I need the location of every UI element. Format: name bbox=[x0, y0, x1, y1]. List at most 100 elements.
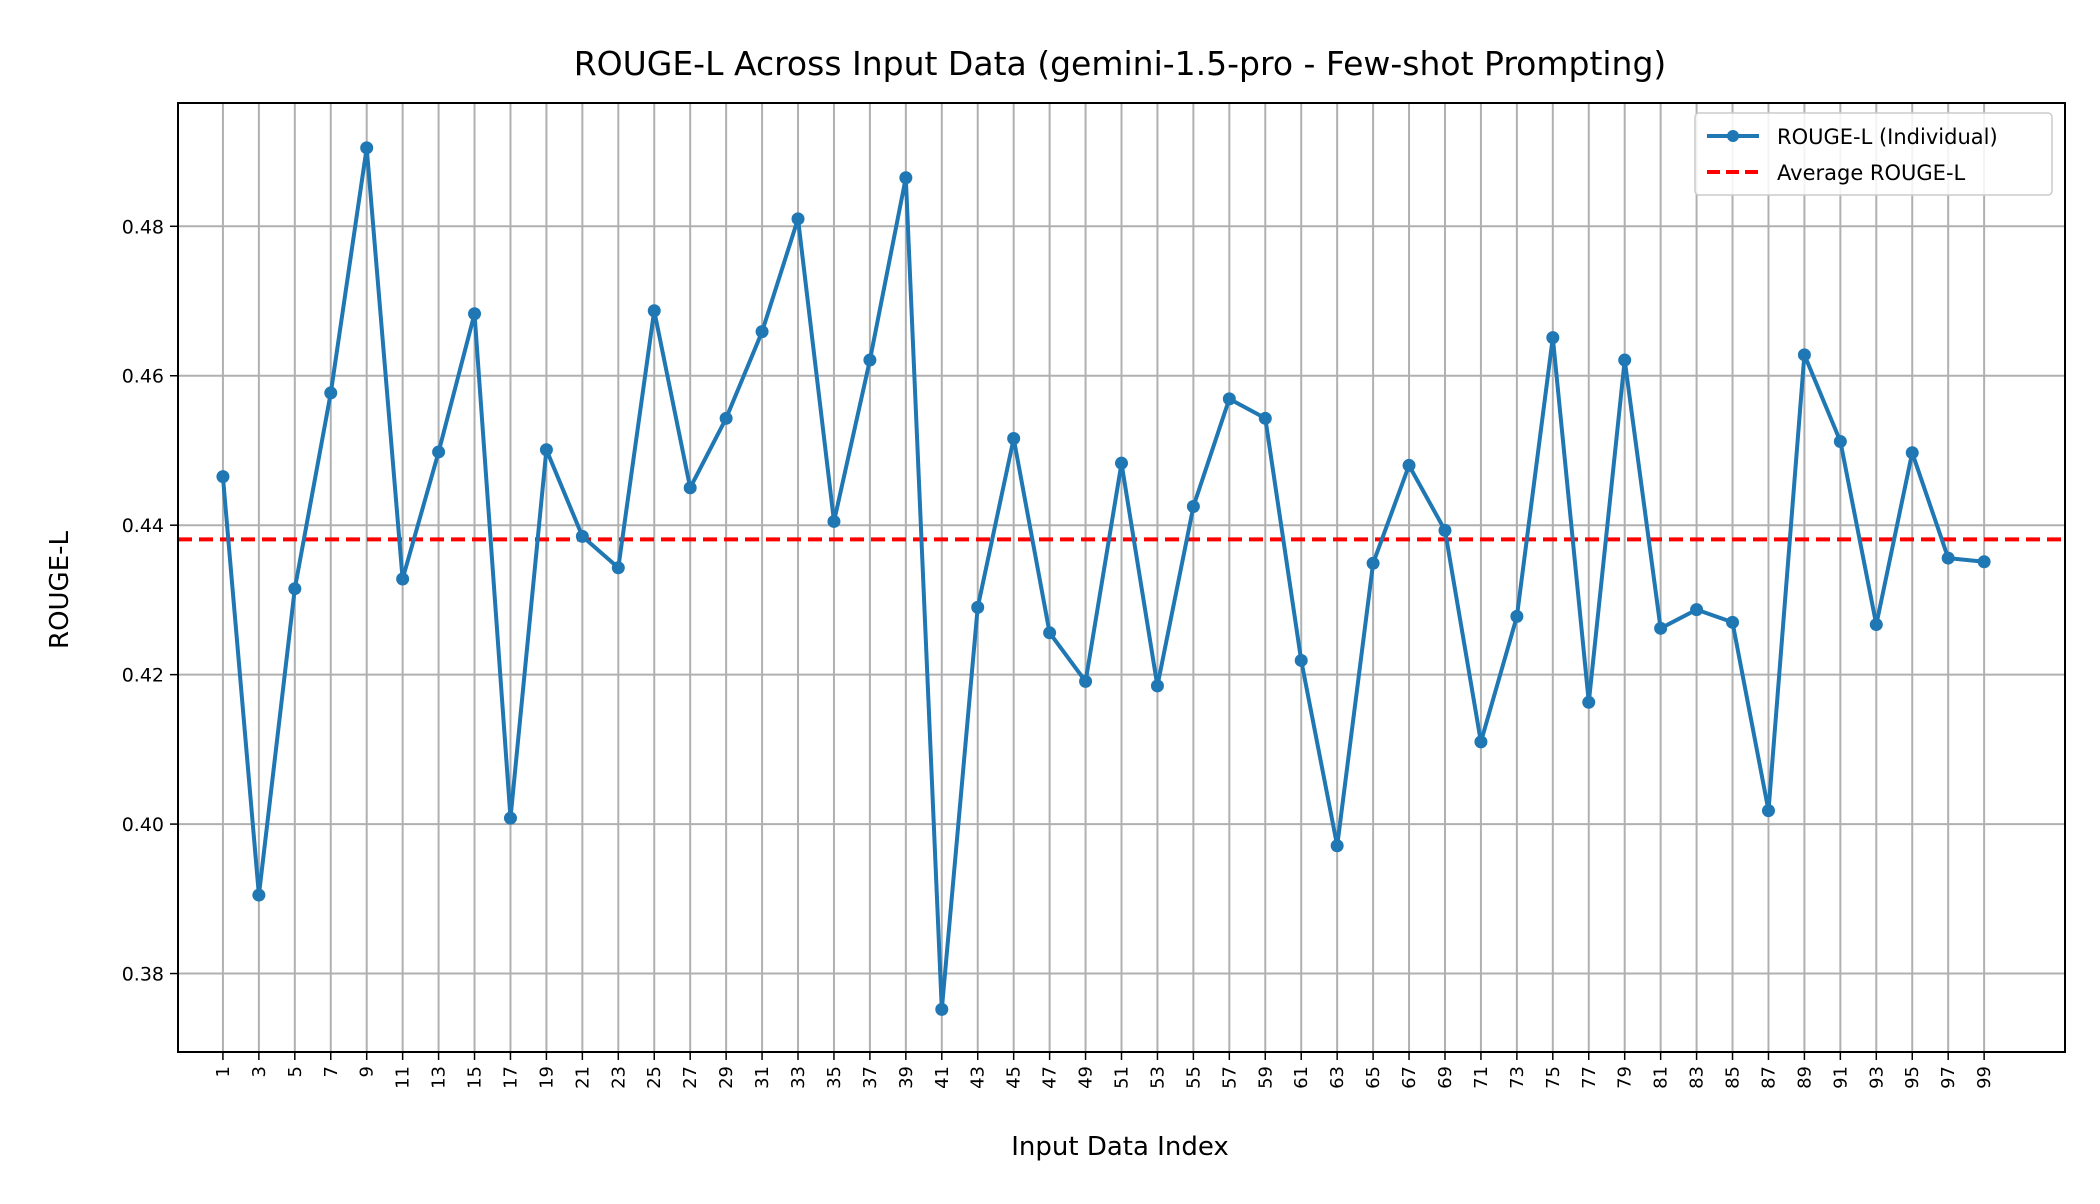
legend-marker-individual bbox=[1727, 130, 1739, 142]
data-point bbox=[432, 445, 446, 459]
x-tick-label: 69 bbox=[1435, 1066, 1456, 1089]
y-tick-label: 0.38 bbox=[122, 964, 164, 986]
x-tick-label: 11 bbox=[393, 1066, 414, 1089]
x-tick-label: 17 bbox=[500, 1066, 521, 1089]
x-tick-label: 45 bbox=[1004, 1066, 1025, 1089]
x-tick-label: 31 bbox=[752, 1066, 773, 1089]
x-tick-label: 39 bbox=[896, 1066, 917, 1089]
x-tick-label: 15 bbox=[465, 1066, 486, 1089]
data-point bbox=[1258, 411, 1272, 425]
y-tick-label: 0.40 bbox=[122, 814, 164, 836]
data-point bbox=[755, 325, 769, 339]
y-axis-label: ROUGE-L bbox=[45, 530, 75, 649]
data-point bbox=[1438, 523, 1452, 537]
data-point bbox=[1222, 392, 1236, 406]
data-point bbox=[1115, 456, 1128, 470]
data-point bbox=[1366, 556, 1380, 570]
data-point bbox=[611, 561, 625, 575]
data-point bbox=[863, 353, 877, 367]
x-tick-label: 97 bbox=[1938, 1066, 1959, 1089]
x-tick-label: 47 bbox=[1040, 1066, 1061, 1089]
x-axis-label: Input Data Index bbox=[1011, 1132, 1229, 1162]
legend: ROUGE-L (Individual) Average ROUGE-L bbox=[1694, 112, 2053, 196]
data-point bbox=[1079, 674, 1093, 688]
data-point bbox=[468, 307, 482, 321]
x-tick-label: 13 bbox=[429, 1066, 450, 1089]
x-tick-label: 79 bbox=[1615, 1066, 1636, 1089]
data-point bbox=[1582, 695, 1596, 709]
data-point bbox=[360, 141, 374, 155]
data-point bbox=[539, 443, 553, 457]
x-tick-label: 73 bbox=[1507, 1066, 1528, 1089]
x-tick-label: 1 bbox=[213, 1066, 234, 1077]
x-tick-label: 89 bbox=[1794, 1066, 1815, 1089]
x-tick-label: 43 bbox=[968, 1066, 989, 1089]
x-tick-label: 49 bbox=[1076, 1066, 1097, 1089]
x-tick-label: 35 bbox=[824, 1066, 845, 1089]
x-tick-label: 37 bbox=[860, 1066, 881, 1089]
x-tick-label: 23 bbox=[608, 1066, 629, 1089]
x-tick-label: 85 bbox=[1723, 1066, 1744, 1089]
data-point bbox=[1186, 500, 1200, 514]
series-layer bbox=[216, 141, 1991, 1016]
data-point bbox=[1510, 609, 1524, 623]
grid-lines bbox=[178, 103, 2065, 1052]
x-tick-label: 67 bbox=[1399, 1066, 1420, 1089]
x-tick-label: 95 bbox=[1902, 1066, 1923, 1089]
data-point bbox=[1797, 348, 1811, 362]
data-point bbox=[1726, 615, 1740, 629]
y-tick-label: 0.46 bbox=[122, 366, 164, 388]
x-tick-label: 71 bbox=[1471, 1066, 1492, 1089]
legend-box bbox=[1694, 112, 2053, 196]
x-tick-label: 91 bbox=[1830, 1066, 1851, 1089]
data-point bbox=[1402, 458, 1416, 472]
data-point bbox=[396, 572, 410, 586]
axis-ticks: 1 3 5 7 9 11 13 15 17 19 21 23 25 27 29 31 33 35 37 39 41 43 4… bbox=[122, 216, 1995, 1089]
data-point bbox=[791, 212, 805, 226]
data-point bbox=[1833, 435, 1847, 449]
data-point bbox=[1546, 331, 1560, 345]
legend-label-individual: ROUGE-L (Individual) bbox=[1777, 125, 1998, 149]
data-point bbox=[1941, 551, 1955, 565]
legend-label-average: Average ROUGE-L bbox=[1777, 161, 1966, 185]
data-point bbox=[647, 304, 661, 318]
data-point bbox=[503, 811, 517, 825]
data-point bbox=[1761, 804, 1775, 818]
data-point bbox=[1007, 432, 1021, 446]
x-tick-label: 51 bbox=[1112, 1066, 1133, 1089]
data-point bbox=[1869, 618, 1883, 632]
data-point bbox=[1690, 603, 1704, 617]
x-tick-label: 93 bbox=[1866, 1066, 1887, 1089]
y-tick-label: 0.48 bbox=[122, 216, 164, 238]
x-tick-label: 63 bbox=[1327, 1066, 1348, 1089]
x-tick-label: 3 bbox=[249, 1066, 270, 1077]
data-point bbox=[971, 600, 985, 614]
chart-title: ROUGE-L Across Input Data (gemini-1.5-pr… bbox=[574, 44, 1667, 83]
x-tick-label: 5 bbox=[285, 1066, 306, 1077]
x-tick-label: 19 bbox=[536, 1066, 557, 1089]
data-point bbox=[1618, 353, 1632, 367]
x-tick-label: 59 bbox=[1255, 1066, 1276, 1089]
x-tick-label: 99 bbox=[1974, 1066, 1995, 1089]
x-tick-label: 7 bbox=[321, 1066, 342, 1077]
x-tick-label: 57 bbox=[1219, 1066, 1240, 1089]
data-point bbox=[935, 1002, 949, 1016]
x-tick-label: 21 bbox=[572, 1066, 593, 1089]
data-point bbox=[575, 529, 589, 543]
x-tick-label: 33 bbox=[788, 1066, 809, 1089]
data-point bbox=[899, 171, 913, 185]
x-tick-label: 53 bbox=[1147, 1066, 1168, 1089]
data-point bbox=[1294, 653, 1308, 667]
data-point bbox=[1654, 621, 1668, 635]
data-point bbox=[288, 582, 302, 596]
data-point bbox=[1474, 735, 1488, 749]
data-point bbox=[216, 470, 230, 484]
data-point bbox=[1330, 839, 1344, 853]
x-tick-label: 75 bbox=[1543, 1066, 1564, 1089]
data-point bbox=[324, 386, 338, 400]
x-tick-label: 87 bbox=[1758, 1066, 1779, 1089]
x-tick-label: 81 bbox=[1651, 1066, 1672, 1089]
x-tick-label: 55 bbox=[1183, 1066, 1204, 1089]
x-tick-label: 25 bbox=[644, 1066, 665, 1089]
